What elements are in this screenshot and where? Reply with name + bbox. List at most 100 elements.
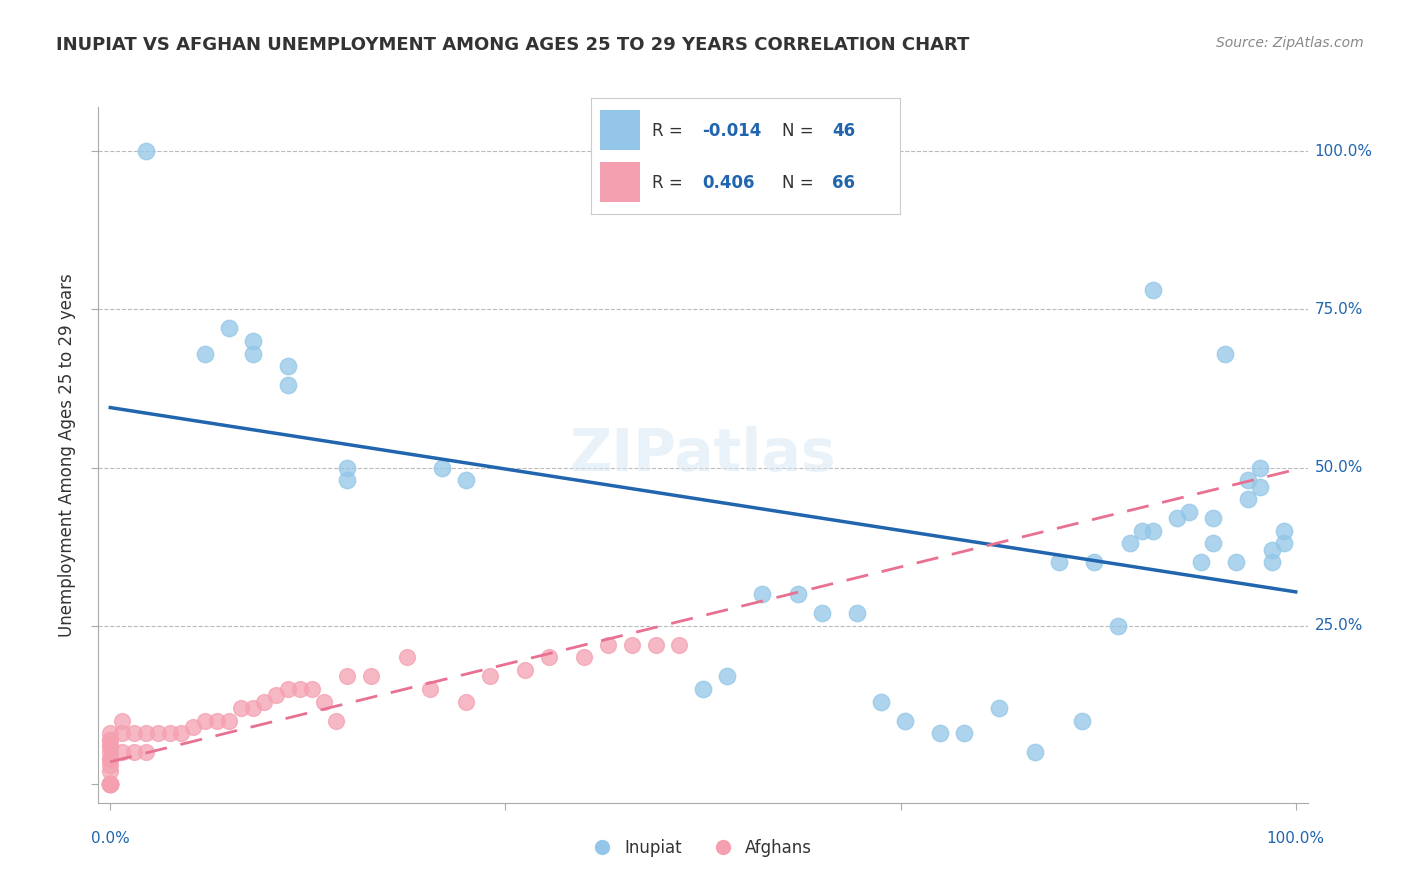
Point [846, 606, 869, 620]
Point [205, 714, 228, 728]
Text: 75.0%: 75.0% [1315, 302, 1362, 317]
Text: R =: R = [652, 174, 689, 192]
Point [277, 681, 299, 696]
Point [135, 726, 157, 740]
Point [98, 751, 121, 765]
Point [1202, 511, 1225, 525]
Point [692, 681, 714, 696]
Point [1178, 505, 1201, 519]
Text: 46: 46 [832, 121, 855, 139]
Point [1189, 556, 1212, 570]
Point [478, 669, 501, 683]
Point [1047, 556, 1070, 570]
Point [1202, 536, 1225, 550]
Point [360, 669, 382, 683]
Point [869, 695, 891, 709]
Text: 0.0%: 0.0% [91, 830, 129, 846]
Point [242, 701, 264, 715]
Point [122, 726, 145, 740]
Point [98, 777, 121, 791]
Point [395, 650, 418, 665]
Point [98, 777, 121, 791]
Text: ZIPatlas: ZIPatlas [569, 426, 837, 483]
Point [1024, 745, 1046, 759]
Point [98, 777, 121, 791]
Point [218, 321, 240, 335]
Point [1130, 524, 1153, 538]
Point [786, 587, 808, 601]
Point [419, 681, 441, 696]
Point [98, 777, 121, 791]
Point [98, 777, 121, 791]
Point [1237, 473, 1260, 487]
Point [229, 701, 252, 715]
Point [264, 688, 287, 702]
Point [277, 359, 299, 374]
Point [1249, 479, 1271, 493]
Point [111, 726, 134, 740]
Point [288, 681, 311, 696]
Point [336, 460, 359, 475]
Text: Source: ZipAtlas.com: Source: ZipAtlas.com [1216, 36, 1364, 50]
Point [170, 726, 193, 740]
Point [716, 669, 738, 683]
Point [336, 669, 359, 683]
Point [218, 714, 240, 728]
Point [98, 739, 121, 753]
Point [98, 777, 121, 791]
Text: 0.406: 0.406 [702, 174, 755, 192]
Point [1071, 714, 1094, 728]
Point [242, 347, 264, 361]
Point [98, 777, 121, 791]
Text: 50.0%: 50.0% [1315, 460, 1362, 475]
Point [929, 726, 952, 740]
Point [98, 777, 121, 791]
Point [98, 777, 121, 791]
Point [301, 681, 323, 696]
Point [242, 334, 264, 348]
Text: 66: 66 [832, 174, 855, 192]
Point [1237, 492, 1260, 507]
Point [515, 663, 537, 677]
Point [454, 473, 477, 487]
Point [454, 695, 477, 709]
Text: N =: N = [782, 174, 820, 192]
Point [111, 714, 134, 728]
Point [98, 757, 121, 772]
Point [751, 587, 773, 601]
Point [1249, 460, 1271, 475]
Point [574, 650, 596, 665]
Point [1142, 524, 1164, 538]
Point [98, 777, 121, 791]
Point [1213, 347, 1236, 361]
Point [1166, 511, 1188, 525]
Point [598, 638, 620, 652]
Point [98, 751, 121, 765]
Point [253, 695, 276, 709]
Point [336, 473, 359, 487]
Point [194, 347, 217, 361]
Point [668, 638, 690, 652]
Point [312, 695, 335, 709]
Point [98, 777, 121, 791]
Point [644, 638, 666, 652]
Point [98, 745, 121, 759]
Point [194, 714, 217, 728]
Point [1225, 556, 1247, 570]
Point [98, 726, 121, 740]
Point [98, 739, 121, 753]
Point [98, 777, 121, 791]
Point [1272, 536, 1295, 550]
Point [325, 714, 347, 728]
Point [810, 606, 832, 620]
Point [98, 777, 121, 791]
Point [146, 726, 169, 740]
Point [98, 777, 121, 791]
Point [277, 378, 299, 392]
FancyBboxPatch shape [600, 162, 640, 202]
Point [98, 777, 121, 791]
Point [111, 745, 134, 759]
Point [135, 145, 157, 159]
Point [952, 726, 974, 740]
Text: R =: R = [652, 121, 689, 139]
